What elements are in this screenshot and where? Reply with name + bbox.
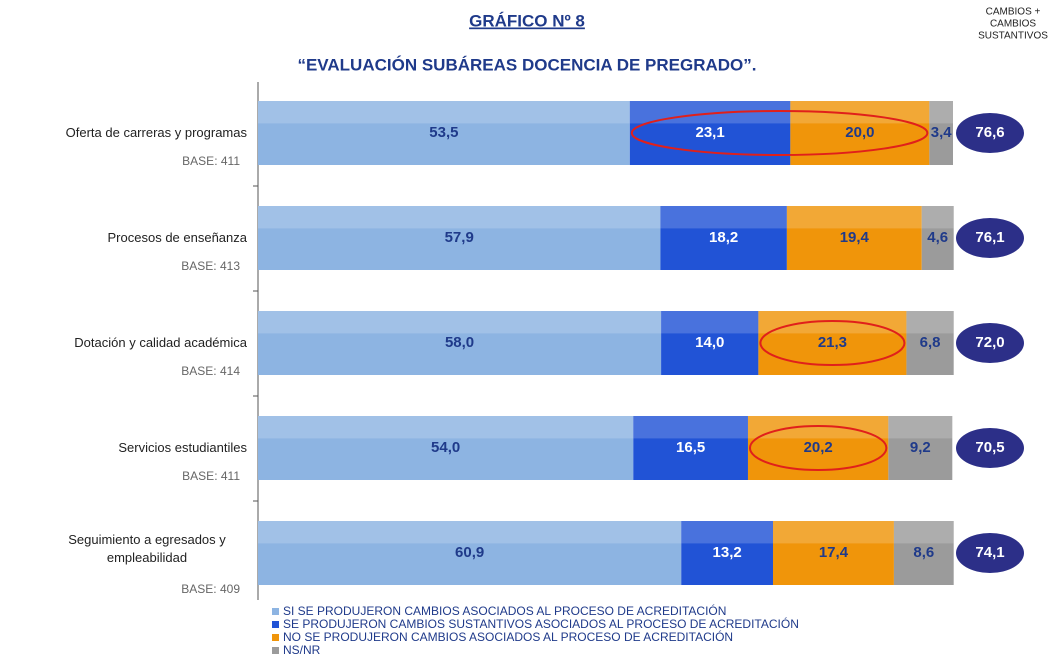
category-label: Oferta de carreras y programas	[65, 125, 247, 140]
total-label: 74,1	[975, 544, 1004, 561]
legend-swatch	[272, 634, 279, 641]
totals-title: CAMBIOS	[990, 19, 1036, 30]
bar-shine	[893, 521, 954, 544]
bar-shine	[258, 206, 661, 229]
base-label: BASE: 413	[181, 259, 240, 273]
value-label: 8,6	[913, 544, 934, 561]
bar-shine	[772, 521, 894, 544]
value-label: 20,0	[845, 124, 874, 141]
base-label: BASE: 414	[181, 364, 240, 378]
bar-segment	[772, 521, 894, 585]
bar-shine	[790, 101, 930, 124]
bar-segment	[906, 311, 954, 375]
bar-segment	[660, 206, 787, 270]
highlight	[748, 425, 888, 471]
category-label: Servicios estudiantiles	[118, 440, 247, 455]
bar-shine	[786, 206, 922, 229]
value-label: 13,2	[713, 544, 742, 561]
legend-label: SE PRODUJERON CAMBIOS SUSTANTIVOS ASOCIA…	[283, 616, 799, 631]
chart-title: GRÁFICO Nº 8	[469, 11, 585, 30]
bar-segment	[258, 311, 662, 375]
bar-segment	[633, 416, 748, 480]
category-label: Dotación y calidad académica	[74, 335, 247, 350]
bar-shine	[906, 311, 954, 334]
bar-segment	[786, 206, 922, 270]
category-label: Procesos de enseñanza	[107, 230, 247, 245]
bar-shine	[888, 416, 953, 439]
value-label: 3,4	[931, 124, 953, 141]
value-label: 9,2	[910, 439, 931, 456]
highlight	[759, 320, 906, 366]
value-label: 19,4	[840, 229, 870, 246]
value-label: 17,4	[819, 544, 849, 561]
value-label: 58,0	[445, 334, 474, 351]
total-label: 76,1	[975, 229, 1004, 246]
bar-shine	[633, 416, 748, 439]
chart-subtitle: “EVALUACIÓN SUBÁREAS DOCENCIA DE PREGRAD…	[297, 55, 756, 74]
base-label: BASE: 409	[181, 582, 240, 596]
bar-segment	[921, 206, 954, 270]
value-label: 54,0	[431, 439, 460, 456]
value-label: 53,5	[429, 124, 458, 141]
bar-segment	[258, 521, 682, 585]
value-label: 20,2	[804, 439, 833, 456]
bar-segment	[929, 101, 953, 165]
value-label: 57,9	[445, 229, 474, 246]
bar-shine	[258, 311, 662, 334]
total-badge	[956, 533, 1024, 573]
bar-segment	[888, 416, 953, 480]
total-badge	[956, 323, 1024, 363]
legend-label: NO SE PRODUJERON CAMBIOS ASOCIADOS AL PR…	[283, 629, 733, 644]
bar-segment	[258, 206, 661, 270]
value-label: 6,8	[920, 334, 941, 351]
bar-segment	[681, 521, 773, 585]
total-label: 70,5	[975, 439, 1004, 456]
bar-shine	[258, 101, 630, 124]
bar-shine	[758, 311, 907, 334]
bar-segment	[893, 521, 954, 585]
legend-label: NS/NR	[283, 643, 321, 657]
totals-title: CAMBIOS +	[986, 7, 1041, 18]
bar-shine	[747, 416, 889, 439]
bar-segment	[258, 101, 630, 165]
bar-shine	[929, 101, 953, 124]
bar-shine	[258, 416, 634, 439]
bar-shine	[681, 521, 773, 544]
highlight	[630, 110, 929, 156]
bar-segment	[258, 416, 634, 480]
legend-swatch	[272, 608, 279, 615]
category-label: Seguimiento a egresados y empleabilidad	[68, 532, 226, 565]
total-badge	[956, 218, 1024, 258]
legend-label: SI SE PRODUJERON CAMBIOS ASOCIADOS AL PR…	[283, 603, 726, 618]
value-label: 18,2	[709, 229, 738, 246]
bar-shine	[258, 521, 682, 544]
value-label: 60,9	[455, 544, 484, 561]
value-label: 16,5	[676, 439, 705, 456]
total-label: 76,6	[975, 124, 1004, 141]
value-label: 14,0	[695, 334, 724, 351]
bar-shine	[661, 311, 759, 334]
bar-shine	[629, 101, 791, 124]
legend-swatch	[272, 621, 279, 628]
value-label: 4,6	[927, 229, 948, 246]
bar-shine	[921, 206, 954, 229]
total-badge	[956, 113, 1024, 153]
base-label: BASE: 411	[182, 469, 240, 483]
base-label: BASE: 411	[182, 154, 240, 168]
total-label: 72,0	[975, 334, 1004, 351]
totals-title: SUSTANTIVOS	[978, 31, 1048, 42]
legend-swatch	[272, 647, 279, 654]
bar-segment	[661, 311, 759, 375]
value-label: 21,3	[818, 334, 847, 351]
value-label: 23,1	[695, 124, 724, 141]
bar-shine	[660, 206, 787, 229]
total-badge	[956, 428, 1024, 468]
